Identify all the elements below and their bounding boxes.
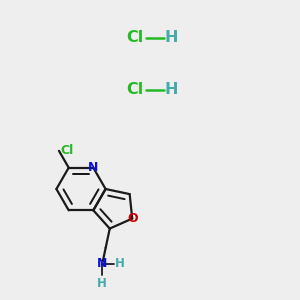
Text: Cl: Cl	[126, 30, 143, 45]
Text: H: H	[164, 82, 178, 98]
Text: H: H	[164, 30, 178, 45]
Text: H: H	[97, 277, 107, 290]
Text: N: N	[97, 257, 107, 270]
Text: N: N	[88, 161, 98, 174]
Text: H: H	[115, 257, 125, 270]
Text: O: O	[127, 212, 137, 225]
Text: Cl: Cl	[126, 82, 143, 98]
Text: Cl: Cl	[61, 144, 74, 157]
